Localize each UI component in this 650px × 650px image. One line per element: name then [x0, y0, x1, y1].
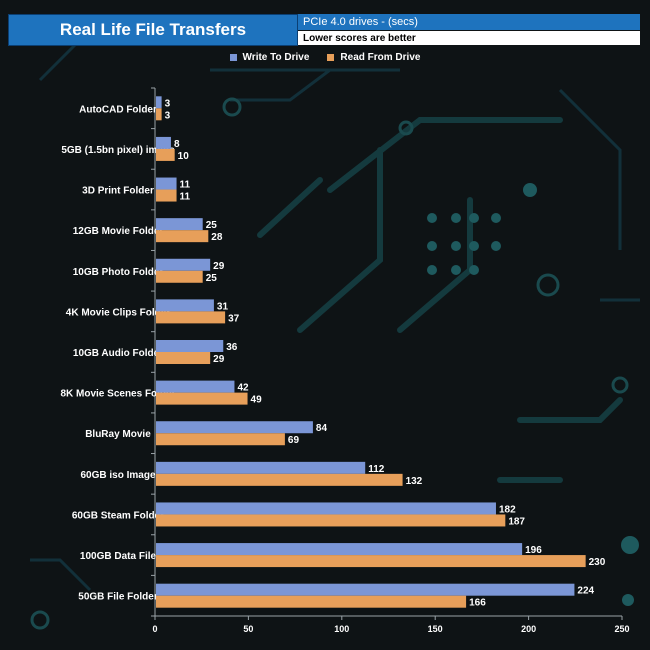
- bar-write: [156, 583, 575, 596]
- data-label-write: 42: [237, 383, 249, 394]
- category-label: 50GB File Folder: [78, 592, 158, 603]
- x-tick-label: 100: [334, 624, 349, 634]
- chart-note: Lower scores are better: [298, 31, 640, 45]
- bar-read: [156, 392, 248, 405]
- bar-read: [156, 108, 162, 121]
- data-label-write: 11: [180, 180, 191, 191]
- legend-item-read: Read From Drive: [327, 52, 420, 63]
- bar-read: [156, 555, 586, 568]
- category-label: 4K Movie Clips Folder: [66, 307, 171, 318]
- x-tick-label: 0: [152, 624, 157, 634]
- data-label-read: 28: [211, 232, 223, 243]
- data-label-write: 29: [213, 261, 225, 272]
- bar-read: [156, 433, 285, 446]
- x-tick-label: 150: [428, 624, 443, 634]
- bar-read: [156, 270, 203, 283]
- chart-title: Real Life File Transfers: [8, 14, 298, 46]
- bar-write: [156, 340, 224, 352]
- x-tick-label: 250: [614, 624, 629, 634]
- category-label: 60GB iso Image: [80, 470, 155, 481]
- bar-write: [156, 543, 523, 556]
- data-label-write: 8: [174, 139, 180, 150]
- bar-read: [156, 189, 177, 202]
- bar-read: [156, 311, 226, 324]
- legend-swatch-read: [327, 53, 335, 61]
- category-label: 3D Print Folder: [82, 186, 154, 197]
- bar-write: [156, 299, 214, 312]
- data-label-read: 25: [206, 273, 218, 284]
- data-label-read: 29: [213, 354, 225, 365]
- data-label-write: 196: [525, 545, 542, 556]
- data-label-write: 25: [206, 220, 218, 231]
- category-label: AutoCAD Folder: [79, 104, 157, 115]
- category-label: 10GB Photo Folder: [73, 267, 164, 278]
- data-label-read: 166: [469, 598, 486, 609]
- bar-write: [156, 218, 203, 231]
- bar-write: [156, 421, 313, 434]
- x-tick-label: 50: [243, 624, 253, 634]
- legend-label-read: Read From Drive: [340, 51, 421, 63]
- bar-read: [156, 473, 403, 486]
- data-label-read: 187: [508, 516, 525, 527]
- legend: Write To Drive Read From Drive: [0, 50, 650, 64]
- category-label: 60GB Steam Folder: [72, 510, 164, 521]
- data-label-write: 182: [499, 504, 516, 515]
- category-label: 100GB Data File: [80, 551, 157, 562]
- bar-read: [156, 352, 211, 364]
- category-label: 5GB (1.5bn pixel) image: [61, 145, 175, 156]
- data-label-read: 132: [406, 476, 423, 487]
- data-label-write: 36: [226, 342, 238, 353]
- bar-read: [156, 595, 467, 608]
- data-label-write: 84: [316, 423, 328, 434]
- bar-write: [156, 96, 162, 109]
- bar-read: [156, 514, 506, 527]
- data-label-write: 3: [165, 98, 171, 109]
- data-label-read: 10: [178, 151, 190, 162]
- bar-write: [156, 502, 496, 515]
- legend-item-write: Write To Drive: [229, 51, 310, 63]
- data-label-read: 3: [165, 110, 171, 121]
- x-tick-label: 200: [521, 624, 536, 634]
- legend-swatch-write: [229, 53, 237, 61]
- bar-write: [156, 177, 177, 190]
- data-label-write: 31: [217, 301, 229, 312]
- bar-write: [156, 380, 235, 393]
- bar-write: [156, 461, 366, 474]
- category-label: 10GB Audio Folder: [73, 348, 163, 359]
- legend-label-write: Write To Drive: [242, 51, 310, 63]
- data-label-read: 49: [251, 395, 263, 406]
- data-label-read: 37: [228, 313, 240, 324]
- data-label-write: 112: [368, 464, 385, 475]
- data-label-read: 11: [180, 192, 191, 203]
- bar-read: [156, 148, 175, 161]
- bar-read: [156, 230, 209, 243]
- bar-write: [156, 136, 171, 149]
- chart-subtitle: PCIe 4.0 drives - (secs): [298, 14, 640, 30]
- category-label: BluRay Movie: [85, 429, 151, 440]
- category-label: 12GB Movie Folder: [73, 226, 164, 237]
- data-label-write: 224: [577, 586, 594, 597]
- category-label: 8K Movie Scenes Folder: [60, 389, 175, 400]
- data-label-read: 230: [589, 557, 606, 568]
- data-label-read: 69: [288, 435, 300, 446]
- bar-write: [156, 258, 211, 271]
